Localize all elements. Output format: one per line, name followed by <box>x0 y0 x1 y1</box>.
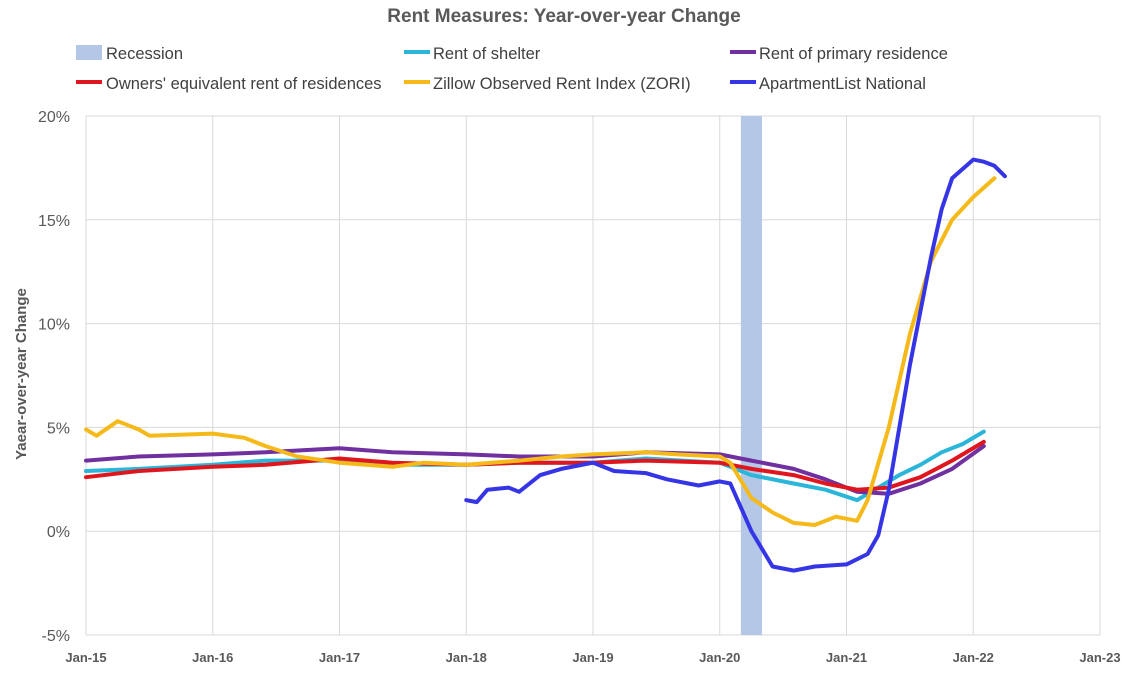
x-tick-label: Jan-23 <box>1079 650 1120 665</box>
x-tick-label: Jan-19 <box>572 650 613 665</box>
plot-area: -5%0%5%10%15%20% Jan-15 Jan-16 Jan-17 Jan-1… <box>38 109 1121 665</box>
x-tick-label: Jan-22 <box>953 650 994 665</box>
gridlines <box>85 115 1101 636</box>
y-tick-label: 15% <box>38 213 70 230</box>
x-axis-ticks: Jan-15 Jan-16 Jan-17 Jan-18 Jan-19 Jan-20 Jan-… <box>65 650 1120 665</box>
legend-label-recession: Recession <box>106 45 183 63</box>
legend-label-zori: Zillow Observed Rent Index (ZORI) <box>433 75 691 93</box>
legend-swatch-recession <box>76 45 102 60</box>
chart-title: Rent Measures: Year-over-year Change <box>387 6 740 27</box>
x-tick-label: Jan-20 <box>699 650 740 665</box>
legend-label-apartmentlist: ApartmentList National <box>759 75 926 93</box>
recession-band <box>740 116 762 635</box>
legend-label-rent-of-primary-residence: Rent of primary residence <box>759 45 948 63</box>
series-line-apartmentlist-national <box>464 157 1007 573</box>
legend: Recession Rent of shelter Rent of primar… <box>76 45 948 93</box>
x-tick-label: Jan-21 <box>826 650 867 665</box>
series-line-owners-equivalent-rent-of-residences <box>84 439 986 492</box>
series-line-zillow-observed-rent-index-zori <box>84 176 997 527</box>
x-tick-label: Jan-18 <box>446 650 487 665</box>
y-axis-ticks: -5% 0% 5% 10% 15% 20% <box>38 109 70 645</box>
y-tick-label: 5% <box>47 420 70 437</box>
x-tick-label: Jan-17 <box>319 650 360 665</box>
y-tick-label: -5% <box>42 628 70 645</box>
x-tick-label: Jan-16 <box>192 650 233 665</box>
y-tick-label: 0% <box>47 524 70 541</box>
series-layer <box>84 157 1007 573</box>
x-tick-label: Jan-15 <box>65 650 106 665</box>
y-axis-label: Yaear-over-year Change <box>13 288 30 460</box>
y-tick-label: 20% <box>38 109 70 126</box>
y-tick-label: 10% <box>38 317 70 334</box>
legend-label-owners-equivalent-rent: Owners' equivalent rent of residences <box>106 75 382 93</box>
legend-label-rent-of-shelter: Rent of shelter <box>433 45 541 63</box>
